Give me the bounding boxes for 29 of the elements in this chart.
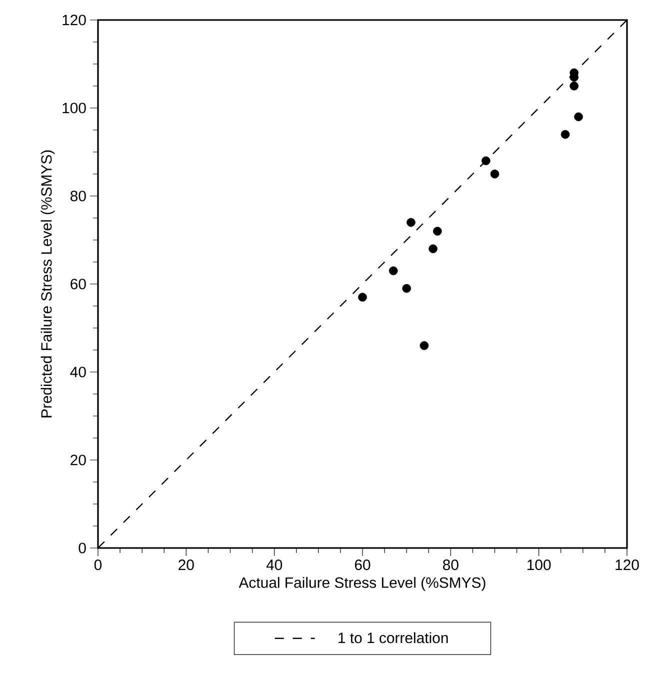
point [358, 292, 367, 302]
x-tick-label: 0 [94, 560, 102, 570]
legend-label: 1 to 1 correlation [338, 632, 448, 644]
x-axis-title: Actual Failure Stress Level (%SMYS) [238, 576, 486, 591]
y-tick-label: 60 [70, 278, 86, 290]
point [420, 341, 429, 350]
point [560, 130, 570, 139]
x-tick-label: 120 [616, 560, 639, 570]
point [574, 112, 583, 122]
x-tick-label: 60 [354, 560, 370, 570]
y-tick-label: 80 [70, 190, 86, 202]
point [433, 226, 442, 236]
y-tick-label: 20 [70, 454, 86, 466]
point [490, 170, 500, 178]
point [402, 284, 411, 293]
point [570, 82, 579, 90]
point [388, 266, 398, 276]
y-axis-title: Predicted Failure Stress Level (%SMYS) [40, 150, 55, 418]
x-tick-label: 20 [178, 560, 194, 570]
point [406, 218, 416, 227]
y-tick-label: 120 [62, 14, 86, 26]
point [482, 156, 490, 166]
point [428, 244, 438, 254]
x-tick-label: 80 [443, 560, 458, 570]
x-tick-label: 100 [528, 560, 551, 570]
y-tick-label: 40 [70, 366, 86, 378]
y-tick-label: 0 [78, 542, 86, 554]
x-tick-label: 40 [266, 560, 282, 570]
y-tick-label: 100 [62, 102, 86, 114]
